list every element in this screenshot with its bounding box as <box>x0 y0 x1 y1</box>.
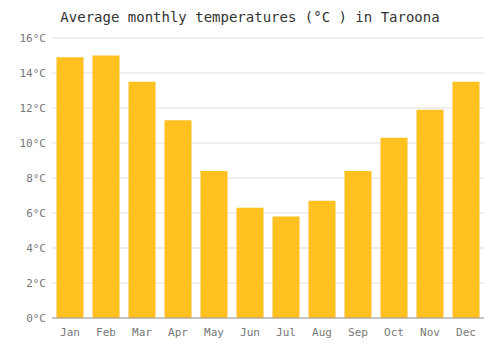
bar <box>129 82 156 318</box>
title: Average monthly temperatures (°C ) in Ta… <box>60 9 439 25</box>
bar <box>381 138 408 318</box>
x-tick-label: Jan <box>60 326 80 339</box>
bar <box>237 208 264 318</box>
bar <box>201 171 228 318</box>
y-tick-label: 2°C <box>26 277 46 290</box>
y-tick-label: 6°C <box>26 207 46 220</box>
y-tick-label: 8°C <box>26 172 46 185</box>
y-tick-label: 4°C <box>26 242 46 255</box>
chart-container: Average monthly temperatures (°C ) in Ta… <box>0 0 500 350</box>
x-tick-label: Jul <box>276 326 296 339</box>
chart: Average monthly temperatures (°C ) in Ta… <box>0 0 500 350</box>
bar <box>165 120 192 318</box>
x-tick-label: Apr <box>168 326 188 339</box>
x-tick-label: Mar <box>132 326 152 339</box>
y-tick-label: 0°C <box>26 312 46 325</box>
bar <box>93 56 120 319</box>
y-tick-label: 10°C <box>20 137 47 150</box>
bar <box>309 201 336 318</box>
grid-line <box>52 318 484 319</box>
x-tick-label: Jun <box>240 326 260 339</box>
x-tick-label: Feb <box>96 326 116 339</box>
x-tick-label: Oct <box>384 326 404 339</box>
bar <box>453 82 480 318</box>
bar <box>345 171 372 318</box>
grid-line <box>52 38 484 39</box>
y-tick-label: 14°C <box>20 67 47 80</box>
x-tick-label: Dec <box>456 326 476 339</box>
x-tick-label: May <box>204 326 224 339</box>
x-tick-label: Aug <box>312 326 332 339</box>
bars <box>57 56 480 319</box>
y-tick-label: 16°C <box>20 32 47 45</box>
x-tick-label: Sep <box>348 326 368 339</box>
bar <box>57 57 84 318</box>
bar <box>417 110 444 318</box>
y-tick-label: 12°C <box>20 102 47 115</box>
x-axis-line <box>52 318 484 319</box>
bar <box>273 217 300 319</box>
x-tick-label: Nov <box>420 326 440 339</box>
